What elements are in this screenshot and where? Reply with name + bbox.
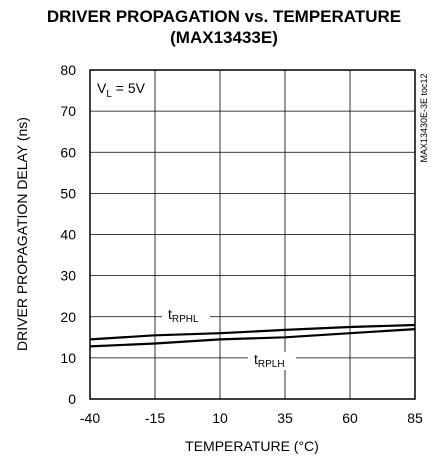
x-tick-label: -40: [80, 410, 100, 426]
series-label-rphl-background: [162, 304, 210, 322]
series-label-rphl: tRPHL: [168, 306, 199, 325]
x-tick-label: 35: [277, 410, 293, 426]
x-tick-label: 60: [342, 410, 358, 426]
y-tick-label: 60: [60, 144, 76, 160]
series-lines: [89, 323, 416, 348]
x-tick-label: -15: [145, 410, 165, 426]
series-line-rplh: [89, 328, 416, 348]
y-tick-label: 20: [60, 309, 76, 325]
figure-id-note: MAX13430E-3E toc12: [419, 73, 429, 162]
y-tick-label: 30: [60, 268, 76, 284]
plot-frame: [89, 69, 416, 400]
condition-background: [92, 74, 154, 100]
y-tick-label: 70: [60, 103, 76, 119]
x-tick-labels: -40 -15 10 35 60 85: [80, 410, 423, 426]
chart-title-line1: DRIVER PROPAGATION vs. TEMPERATURE: [47, 7, 401, 26]
x-axis-label: TEMPERATURE (°C): [185, 438, 319, 454]
y-tick-label: 80: [60, 62, 76, 78]
x-tick-label: 85: [407, 410, 423, 426]
y-tick-label: 0: [68, 391, 76, 407]
y-tick-label: 40: [60, 227, 76, 243]
series-label-rplh-background: [248, 352, 296, 370]
y-axis-label: DRIVER PROPAGATION DELAY (ns): [14, 117, 30, 351]
series-label-rplh: tRPLH: [254, 351, 285, 370]
y-tick-label: 50: [60, 185, 76, 201]
chart-title-line2: (MAX13433E): [170, 28, 278, 47]
x-tick-label: 10: [212, 410, 228, 426]
series-line-rphl: [89, 323, 416, 341]
y-tick-label: 10: [60, 350, 76, 366]
grid: [90, 70, 415, 399]
y-tick-labels: 0 10 20 30 40 50 60 70 80: [60, 62, 76, 407]
condition-label: VL = 5V: [97, 80, 146, 100]
